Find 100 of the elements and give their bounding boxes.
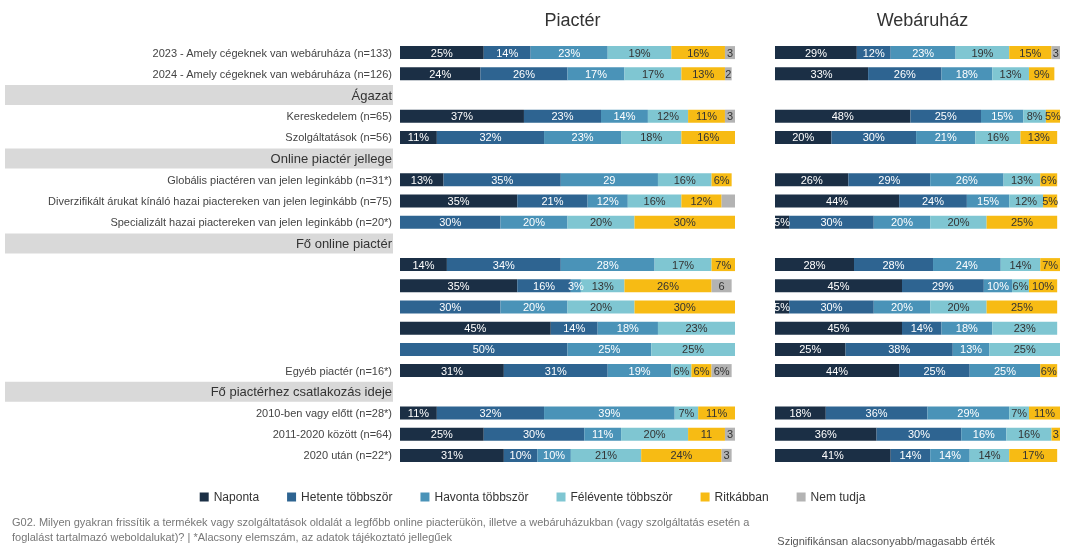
data-label: 25%: [430, 428, 454, 441]
data-label: 34%: [492, 258, 516, 271]
data-label: 31%: [440, 364, 464, 377]
data-label: 20%: [522, 216, 546, 229]
data-label: 20%: [589, 216, 613, 229]
data-label: 12%: [862, 46, 885, 59]
data-label: 6: [718, 279, 725, 292]
data-label: 31%: [440, 449, 464, 462]
data-label: 10%: [509, 449, 532, 462]
data-label: 28%: [803, 258, 826, 271]
data-label: 7%: [715, 258, 732, 271]
y-tick-label: Specializált hazai piactereken van jelen leginkább (n=20*): [110, 216, 392, 229]
data-label: 11%: [695, 110, 718, 123]
data-label: 16%: [533, 279, 556, 292]
data-label: 50%: [472, 343, 495, 356]
data-label: 29%: [931, 279, 955, 292]
data-label: 3: [1052, 428, 1059, 441]
data-label: 28%: [882, 258, 905, 271]
data-label: 30%: [522, 428, 546, 441]
data-label: 13%: [1010, 173, 1034, 186]
data-label: 3: [726, 110, 734, 123]
data-label: 32%: [479, 131, 502, 144]
legend-label: Hetente többször: [301, 490, 393, 504]
data-label: 24%: [955, 258, 979, 271]
data-label: 14%: [496, 46, 519, 59]
data-label: 20%: [890, 301, 914, 313]
data-label: 10%: [543, 449, 566, 462]
legend-label: Nem tudja: [810, 490, 866, 504]
bar: [436, 130, 545, 144]
data-label: 44%: [826, 195, 849, 207]
data-label: 20%: [522, 301, 546, 313]
data-label: 25%: [1013, 343, 1036, 356]
bar: [825, 406, 928, 420]
bar: [634, 300, 735, 314]
data-label: 16%: [986, 131, 1010, 144]
data-label: 23%: [571, 131, 594, 144]
data-label: 35%: [447, 279, 470, 292]
bar: [400, 109, 524, 123]
y-tick-label: Globális piactéren van jelen leginkább (n=31*): [167, 173, 392, 186]
data-label: 18%: [616, 322, 640, 335]
data-label: 6%: [713, 364, 730, 377]
data-label: 18%: [640, 131, 663, 144]
data-label: 38%: [888, 343, 911, 356]
y-tick-label: 2023 - Amely cégeknek van webáruháza (n=133): [152, 46, 392, 59]
data-label: 6%: [713, 173, 730, 186]
data-label: 44%: [826, 364, 849, 377]
data-label: 18%: [955, 322, 979, 335]
data-label: 12%: [690, 195, 713, 207]
bar: [634, 215, 735, 229]
data-label: 30%: [820, 301, 843, 313]
bar: [641, 448, 722, 462]
bar: [483, 427, 585, 441]
data-label: 21%: [595, 449, 618, 462]
legend-label: Félévente többször: [570, 490, 673, 504]
data-label: 17%: [641, 67, 665, 80]
data-label: 45%: [827, 322, 850, 335]
data-label: 45%: [827, 279, 850, 292]
data-label: 13%: [692, 67, 715, 80]
data-label: 17%: [584, 67, 608, 80]
y-tick-label: 2020 után (n=22*): [303, 449, 392, 462]
data-label: 29%: [957, 407, 980, 419]
data-label: 26%: [955, 173, 979, 186]
data-label: 25%: [1010, 301, 1034, 313]
data-label: 28%: [596, 258, 619, 271]
data-label: 19%: [971, 46, 994, 59]
bar: [443, 173, 561, 187]
data-label: 36%: [814, 428, 838, 441]
data-label: 14%: [910, 322, 933, 335]
data-label: 33%: [810, 67, 833, 80]
data-label: 12%: [656, 110, 680, 123]
text: Szignifikánsan alacsonyabb/magasabb érték: [777, 534, 996, 547]
bar: [400, 448, 504, 462]
data-label: 21%: [934, 131, 957, 144]
data-label: 5%: [774, 301, 791, 313]
data-label: 13%: [410, 173, 433, 186]
y-tick-label: Szolgáltatások (n=56): [285, 131, 392, 144]
data-label: 45%: [464, 322, 487, 335]
data-label: 19%: [628, 46, 651, 59]
data-label: 15%: [1019, 46, 1042, 59]
data-label: 18%: [789, 407, 812, 419]
bar: [775, 364, 900, 378]
data-label: 37%: [450, 110, 474, 123]
data-label: 16%: [673, 173, 696, 186]
data-label: 32%: [479, 407, 502, 419]
data-label: 9%: [1033, 67, 1050, 80]
data-label: 8%: [1026, 110, 1043, 123]
data-label: 14%: [1009, 258, 1032, 271]
bar: [446, 258, 561, 272]
bar: [775, 448, 891, 462]
data-label: 23%: [685, 322, 708, 335]
data-label: 20%: [589, 301, 613, 313]
data-label: 20%: [890, 216, 914, 229]
data-label: 36%: [865, 407, 888, 419]
data-label: 7%: [1011, 407, 1028, 419]
data-label: 29: [603, 173, 616, 186]
data-label: 21%: [541, 195, 564, 207]
data-label: 15%: [977, 195, 1000, 207]
data-label: 25%: [682, 343, 705, 356]
y-tick-label: Online piactér jellege: [270, 151, 392, 167]
y-tick-label: Kereskedelem (n=65): [286, 110, 392, 123]
